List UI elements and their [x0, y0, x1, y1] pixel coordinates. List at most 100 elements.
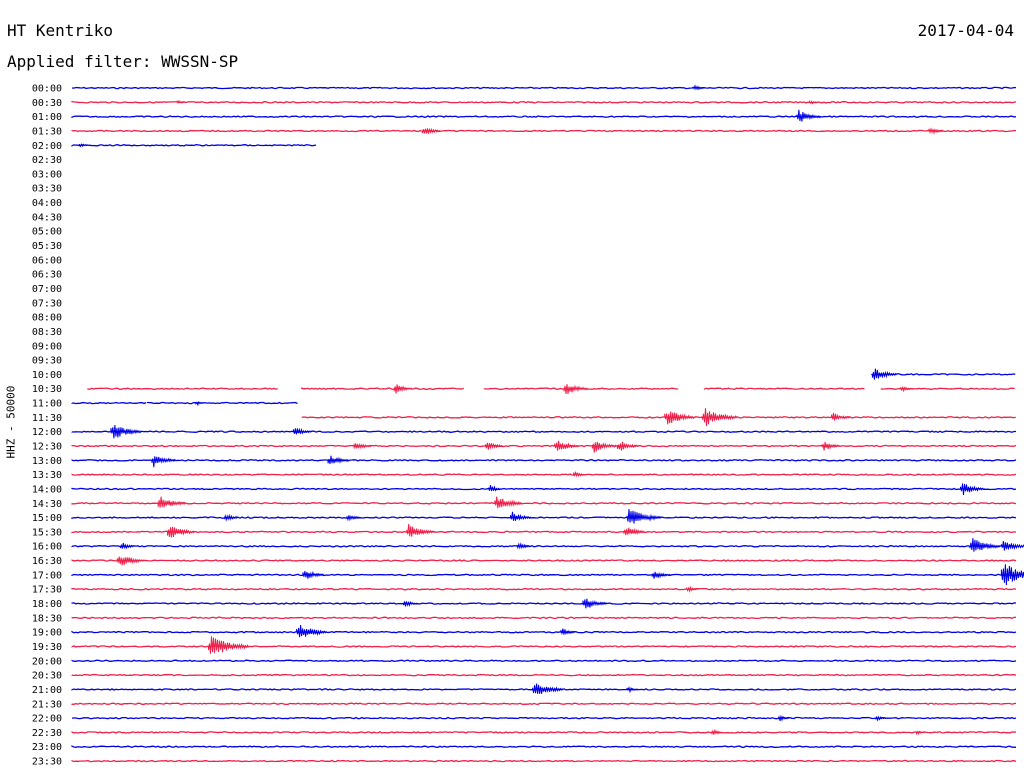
tick-label-2200: 22:00 [32, 714, 62, 725]
trace-row-1000 [871, 368, 1016, 380]
seismic-event [871, 368, 897, 380]
seismic-event [516, 542, 532, 550]
y-tick-labels: 00:00 00:30 01:00 01:30 02:00 02:30 03:00 03:30… [32, 84, 62, 768]
tick-label-0500: 05:00 [32, 227, 62, 238]
station-title: HT Kentriko [7, 21, 113, 40]
trace-segment [71, 544, 1017, 548]
seismic-event [900, 385, 912, 393]
seismic-event [421, 127, 441, 134]
tick-label-1800: 18:00 [32, 599, 62, 610]
tick-label-1930: 19:30 [32, 642, 62, 653]
trace-row-2000 [71, 659, 1017, 663]
trace-row-1530 [71, 523, 1017, 538]
seismic-event [151, 456, 177, 468]
trace-segment [71, 100, 1017, 104]
trace-segment [301, 387, 464, 391]
seismic-event [352, 442, 372, 450]
tick-label-0530: 05:30 [32, 241, 62, 252]
seismic-event [494, 496, 523, 509]
trace-row-1130 [301, 408, 1016, 426]
seismic-event [1000, 540, 1024, 551]
trace-row-0030 [71, 99, 1017, 105]
tick-label-0700: 07:00 [32, 284, 62, 295]
tick-label-0130: 01:30 [32, 126, 62, 137]
seismic-event [560, 628, 576, 636]
tick-label-0230: 02:30 [32, 155, 62, 166]
seismic-event [110, 424, 142, 439]
seismic-event [119, 542, 135, 550]
filter-label: Applied filter: WWSSN-SP [7, 52, 239, 71]
tick-label-0730: 07:30 [32, 298, 62, 309]
seismic-event [623, 527, 646, 536]
seismic-event [346, 514, 362, 522]
trace-row-1300 [71, 455, 1017, 468]
tick-label-0200: 02:00 [32, 141, 62, 152]
seismic-event [875, 715, 887, 722]
trace-row-1500 [71, 509, 1017, 524]
trace-segment [71, 630, 1017, 634]
trace-row-1330 [71, 471, 1017, 478]
tick-label-0400: 04:00 [32, 198, 62, 209]
trace-segment [71, 559, 1017, 562]
seismic-event [831, 412, 850, 421]
seismic-event [157, 496, 186, 508]
seismic-event [292, 427, 312, 435]
tick-label-0830: 08:30 [32, 327, 62, 338]
seismic-event [796, 109, 822, 122]
trace-segment [71, 745, 1017, 749]
trace-segment [71, 731, 1017, 734]
trace-row-2100 [71, 683, 1017, 694]
seismic-event [223, 513, 239, 522]
seismic-event [702, 408, 737, 426]
seismic-event [928, 127, 944, 135]
trace-row-0130 [71, 127, 1017, 135]
trace-segment [71, 516, 1017, 520]
trace-row-1800 [71, 598, 1017, 609]
tick-label-0000: 00:00 [32, 84, 62, 95]
seismic-event [777, 714, 790, 722]
trace-row-1700 [71, 564, 1024, 586]
seismic-event [692, 84, 705, 91]
seismic-event [484, 442, 504, 450]
tick-label-1600: 16:00 [32, 542, 62, 553]
trace-segment [146, 401, 298, 405]
trace-segment [71, 501, 1017, 505]
tick-label-2330: 23:30 [32, 757, 62, 768]
tick-label-2300: 23:00 [32, 742, 62, 753]
trace-segment [71, 716, 1017, 720]
seismic-event [573, 471, 585, 478]
trace-segment [71, 587, 1017, 591]
seismic-event [406, 523, 435, 537]
tick-label-1700: 17:00 [32, 570, 62, 581]
seismic-event [176, 99, 186, 105]
seismic-event [116, 556, 145, 566]
trace-segment [71, 144, 317, 147]
seismic-event [195, 400, 205, 407]
tick-label-1830: 18:30 [32, 613, 62, 624]
tick-label-1400: 14:00 [32, 484, 62, 495]
trace-segment [71, 487, 1017, 491]
seismic-event [302, 570, 325, 579]
seismic-event [591, 441, 617, 453]
trace-segment [71, 115, 1017, 119]
tick-label-1730: 17:30 [32, 585, 62, 596]
tick-label-1030: 10:30 [32, 384, 62, 395]
seismic-event [626, 686, 639, 694]
seismic-event [960, 483, 985, 496]
tick-label-1500: 15:00 [32, 513, 62, 524]
seismic-event [403, 600, 418, 607]
seismic-event [821, 442, 841, 451]
trace-row-0200 [71, 143, 317, 148]
trace-row-0000 [71, 84, 1017, 91]
trace-segment [71, 129, 1017, 133]
tick-label-1630: 16:30 [32, 556, 62, 567]
seismic-event [554, 440, 580, 451]
trace-row-1930 [71, 636, 1017, 654]
tick-label-1200: 12:00 [32, 427, 62, 438]
seismic-event [711, 728, 724, 735]
tick-label-0600: 06:00 [32, 255, 62, 266]
trace-row-1100 [71, 400, 298, 407]
tick-label-2230: 22:30 [32, 728, 62, 739]
tick-label-1000: 10:00 [32, 370, 62, 381]
